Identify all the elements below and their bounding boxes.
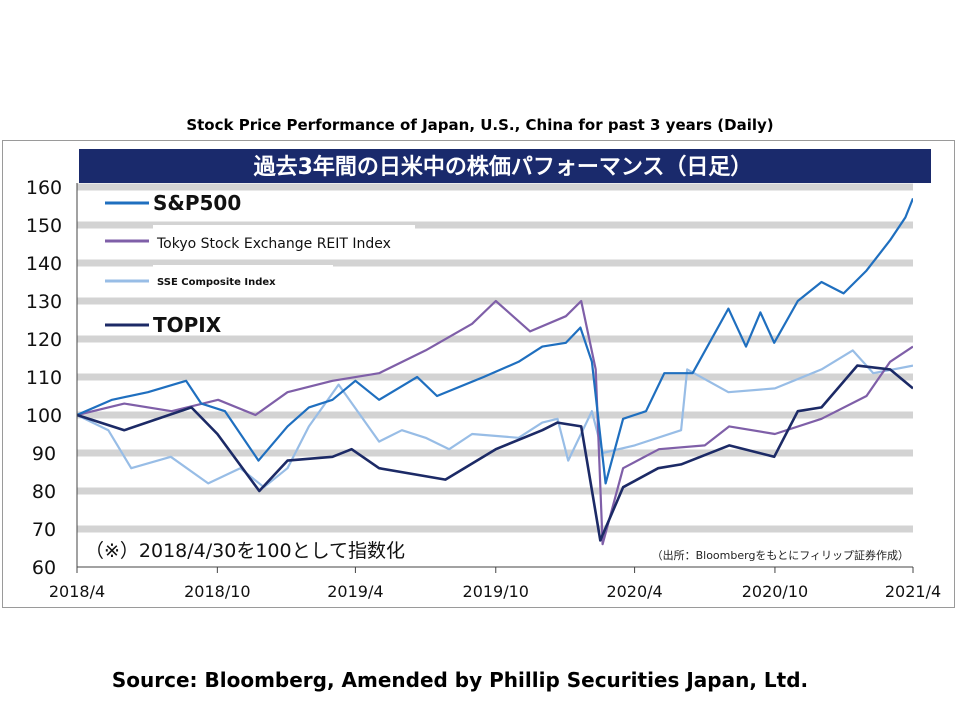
- x-tick-label-3: 2019/10: [463, 582, 529, 601]
- series-line-1: [77, 299, 913, 546]
- x-tick-label-6: 2021/4: [885, 582, 941, 601]
- legend-label-0: S&P500: [153, 191, 241, 215]
- x-tick-label-1: 2018/10: [184, 582, 250, 601]
- y-tick-label-90: 90: [32, 443, 56, 465]
- legend-box-2: [153, 265, 333, 295]
- y-tick-label-80: 80: [32, 481, 56, 503]
- series-line-0: [77, 197, 913, 485]
- x-tick-label-4: 2020/4: [606, 582, 662, 601]
- title-banner: [79, 149, 931, 183]
- legend-label-2: SSE Composite Index: [157, 277, 276, 288]
- chart-caption: Stock Price Performance of Japan, U.S., …: [186, 116, 774, 134]
- y-tick-label-160: 160: [26, 177, 62, 199]
- y-tick-label-130: 130: [26, 291, 62, 313]
- chart-frame: 過去3年間の日米中の株価パフォーマンス（日足） 60 70 80 90 100 110 120…: [2, 140, 955, 608]
- line-chart: 過去3年間の日米中の株価パフォーマンス（日足） 60 70 80 90 100 110 120…: [26, 149, 941, 601]
- attribution-note: （出所：Bloombergをもとにフィリップ証券作成）: [652, 548, 909, 562]
- series-line-3: [77, 364, 913, 542]
- legend-label-1: Tokyo Stock Exchange REIT Index: [156, 236, 391, 252]
- y-tick-label-150: 150: [26, 215, 62, 237]
- y-tick-label-100: 100: [26, 405, 62, 427]
- index-note: （※）2018/4/30を100として指数化: [85, 540, 405, 562]
- y-tick-label-60: 60: [32, 557, 56, 579]
- x-tick-label-2: 2019/4: [327, 582, 383, 601]
- y-tick-label-110: 110: [26, 367, 62, 389]
- y-tick-label-120: 120: [26, 329, 62, 351]
- y-tick-label-70: 70: [32, 519, 56, 541]
- legend-label-3: TOPIX: [153, 313, 222, 337]
- legend-box-1: [153, 225, 415, 253]
- y-tick-label-140: 140: [26, 253, 62, 275]
- series-line-2: [77, 349, 913, 489]
- x-tick-label-0: 2018/4: [49, 582, 105, 601]
- chart-title: 過去3年間の日米中の株価パフォーマンス（日足）: [254, 154, 753, 180]
- source-note: Source: Bloomberg, Amended by Phillip Se…: [111, 668, 809, 692]
- x-tick-label-5: 2020/10: [742, 582, 808, 601]
